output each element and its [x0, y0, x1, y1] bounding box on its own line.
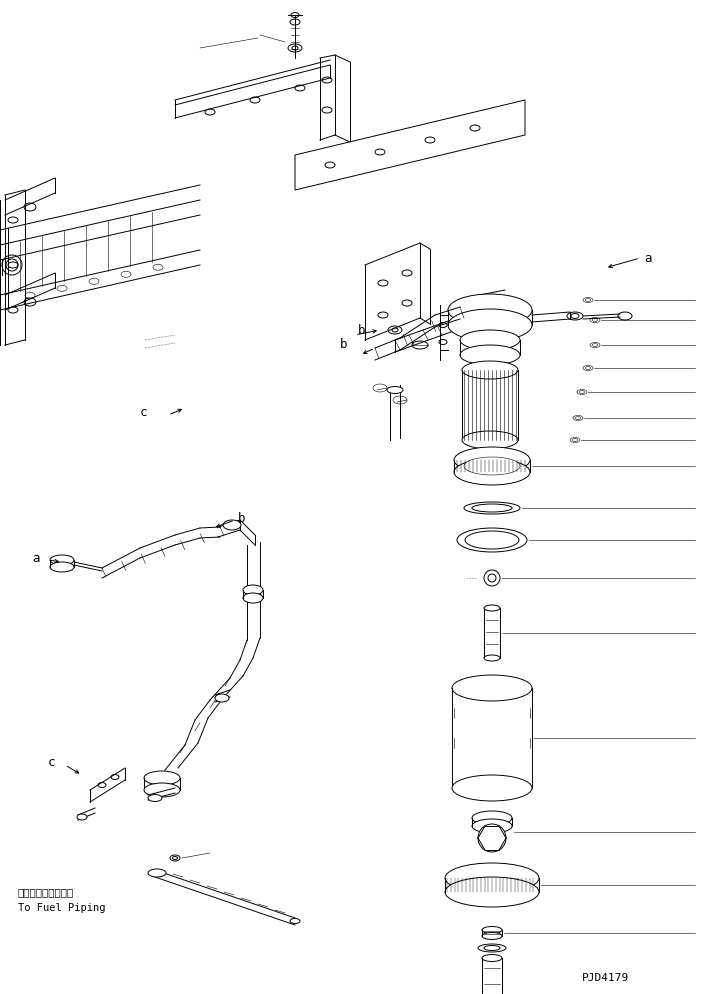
Text: b: b: [238, 512, 245, 525]
Ellipse shape: [148, 794, 162, 801]
Ellipse shape: [460, 330, 520, 350]
Ellipse shape: [482, 932, 502, 939]
Ellipse shape: [484, 655, 500, 661]
Text: To Fuel Piping: To Fuel Piping: [18, 903, 105, 913]
Ellipse shape: [50, 555, 74, 565]
Ellipse shape: [215, 694, 229, 702]
Text: b: b: [340, 339, 348, 352]
Text: PJD4179: PJD4179: [582, 973, 630, 983]
Ellipse shape: [448, 309, 532, 341]
Ellipse shape: [464, 457, 520, 475]
Ellipse shape: [173, 857, 178, 860]
Text: フェルパイピングへ: フェルパイピングへ: [18, 887, 75, 897]
Ellipse shape: [472, 811, 512, 825]
Ellipse shape: [478, 944, 506, 952]
Circle shape: [488, 574, 496, 582]
Ellipse shape: [454, 447, 530, 473]
Text: c: c: [140, 407, 148, 419]
Ellipse shape: [482, 954, 502, 961]
Polygon shape: [295, 100, 525, 190]
Circle shape: [484, 570, 500, 586]
Ellipse shape: [170, 855, 180, 861]
Ellipse shape: [465, 531, 519, 549]
Ellipse shape: [50, 562, 74, 572]
Ellipse shape: [484, 945, 500, 950]
Ellipse shape: [445, 863, 539, 893]
Ellipse shape: [460, 345, 520, 365]
Text: a: a: [32, 552, 39, 565]
Ellipse shape: [144, 771, 180, 785]
Ellipse shape: [454, 459, 530, 485]
Ellipse shape: [373, 384, 387, 392]
Text: c: c: [48, 755, 55, 768]
Text: a: a: [644, 251, 652, 264]
Ellipse shape: [445, 877, 539, 907]
Circle shape: [478, 824, 506, 852]
Ellipse shape: [448, 294, 532, 326]
Ellipse shape: [148, 869, 166, 877]
Ellipse shape: [472, 819, 512, 833]
Ellipse shape: [462, 361, 518, 379]
Ellipse shape: [452, 675, 532, 701]
Ellipse shape: [472, 504, 512, 512]
Ellipse shape: [484, 605, 500, 611]
Ellipse shape: [452, 775, 532, 801]
Ellipse shape: [243, 585, 263, 595]
Ellipse shape: [393, 396, 407, 404]
Ellipse shape: [457, 528, 527, 552]
Text: b: b: [358, 323, 366, 337]
Ellipse shape: [243, 593, 263, 603]
Ellipse shape: [77, 814, 87, 820]
Ellipse shape: [482, 926, 502, 933]
Ellipse shape: [464, 502, 520, 514]
Ellipse shape: [144, 783, 180, 797]
Ellipse shape: [462, 431, 518, 449]
Ellipse shape: [290, 918, 300, 923]
Ellipse shape: [223, 520, 241, 530]
Ellipse shape: [387, 387, 403, 394]
